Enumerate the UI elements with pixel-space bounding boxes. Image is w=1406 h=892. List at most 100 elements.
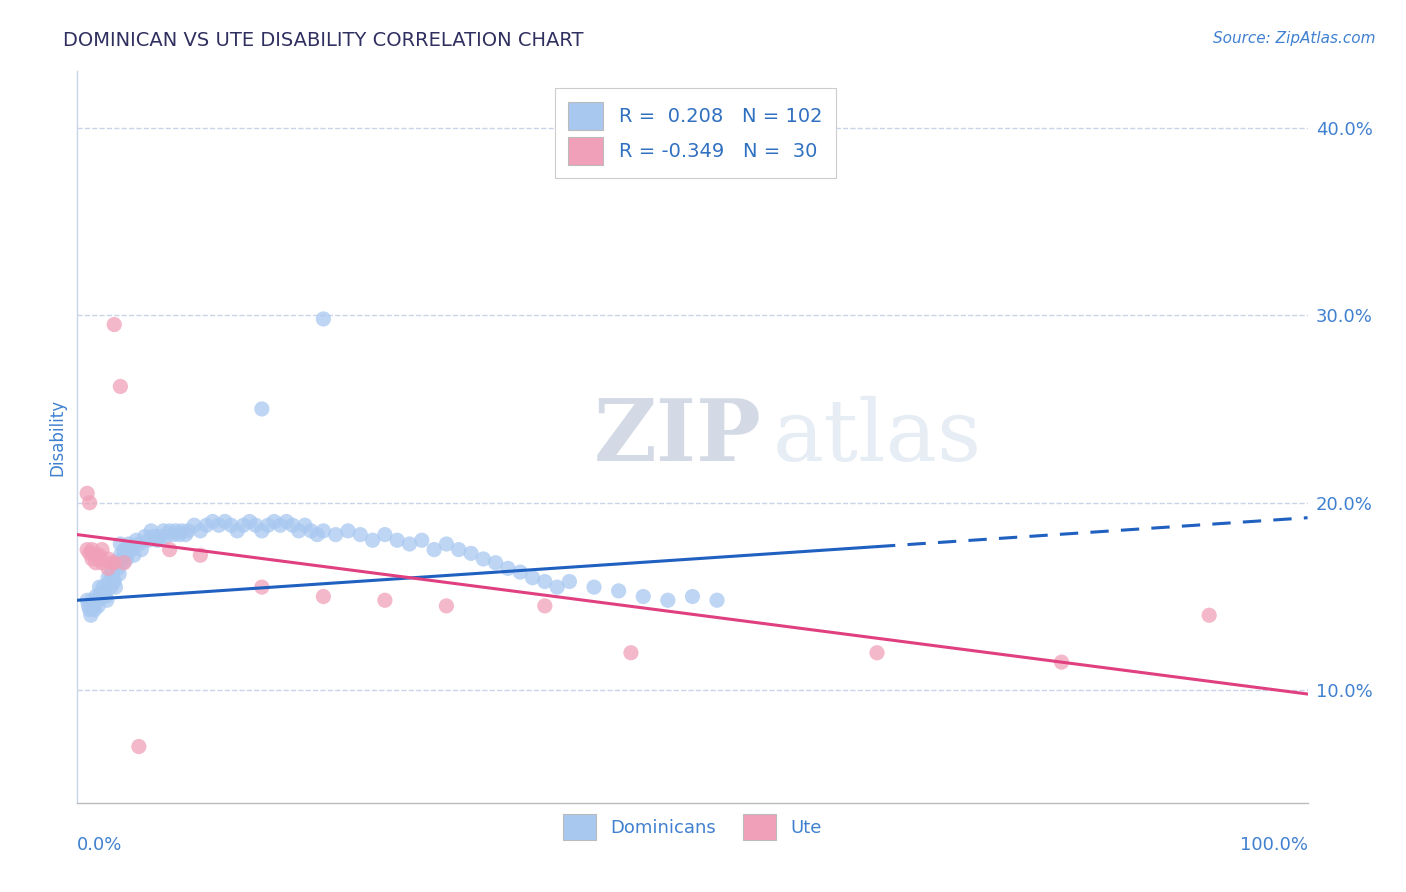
Point [79,546,101,560]
Point [122,548,145,562]
Point [165,524,187,538]
Point [101,556,124,570]
Point [114,548,136,562]
Point [162,527,184,541]
Point [423,542,446,557]
Point [89,580,111,594]
Point [866,646,889,660]
Text: Source: ZipAtlas.com: Source: ZipAtlas.com [1212,31,1375,46]
Point [86,593,108,607]
Point [142,529,165,543]
Point [103,556,125,570]
Point [239,515,262,529]
Point [534,599,557,613]
Point [89,552,111,566]
Point [174,527,197,541]
Point [76,486,98,500]
Point [169,527,191,541]
Point [436,537,458,551]
Point [100,580,122,594]
Point [1198,608,1220,623]
Point [214,515,236,529]
Point [128,739,150,754]
Point [79,496,101,510]
Point [91,580,114,594]
Point [112,542,135,557]
Point [98,574,121,589]
Legend: Dominicans, Ute: Dominicans, Ute [554,805,831,848]
Point [76,593,98,607]
Point [706,593,728,607]
Point [110,379,132,393]
Point [159,524,181,538]
Point [152,524,174,538]
Point [250,580,273,594]
Point [111,552,132,566]
Text: 0.0%: 0.0% [77,836,122,854]
Point [411,533,433,548]
Point [159,542,181,557]
Point [108,566,131,581]
Point [89,548,111,562]
Point [201,515,224,529]
Point [374,593,396,607]
Text: DOMINICAN VS UTE DISABILITY CORRELATION CHART: DOMINICAN VS UTE DISABILITY CORRELATION … [63,31,583,50]
Point [134,529,156,543]
Point [146,533,169,548]
Point [299,524,322,538]
Point [82,552,104,566]
Point [312,312,335,326]
Point [76,542,98,557]
Point [607,583,630,598]
Point [121,542,143,557]
Point [472,552,495,566]
Point [141,524,163,538]
Point [312,590,335,604]
Point [183,518,205,533]
Point [77,599,100,613]
Point [620,646,643,660]
Text: 100.0%: 100.0% [1240,836,1308,854]
Point [177,524,200,538]
Point [84,548,107,562]
Point [633,590,655,604]
Point [105,556,128,570]
Point [1050,655,1073,669]
Point [97,561,120,575]
Point [115,552,138,566]
Point [188,548,212,562]
Point [558,574,581,589]
Point [583,580,606,594]
Point [79,602,101,616]
Point [83,602,105,616]
Point [374,527,396,541]
Point [155,529,177,543]
Point [349,527,371,541]
Point [103,574,125,589]
Point [125,533,148,548]
Point [436,599,458,613]
Point [93,586,115,600]
Point [398,537,420,551]
Point [150,529,173,543]
Point [657,593,679,607]
Point [226,524,249,538]
Point [257,518,280,533]
Point [447,542,470,557]
Point [111,556,134,570]
Point [82,599,104,613]
Point [138,533,160,548]
Point [112,556,135,570]
Point [101,565,124,579]
Point [276,515,298,529]
Point [97,571,120,585]
Point [90,586,112,600]
Point [522,571,544,585]
Point [325,527,347,541]
Point [682,590,704,604]
Point [219,518,242,533]
Point [509,565,531,579]
Point [96,593,118,607]
Point [250,524,273,538]
Text: atlas: atlas [772,395,981,479]
